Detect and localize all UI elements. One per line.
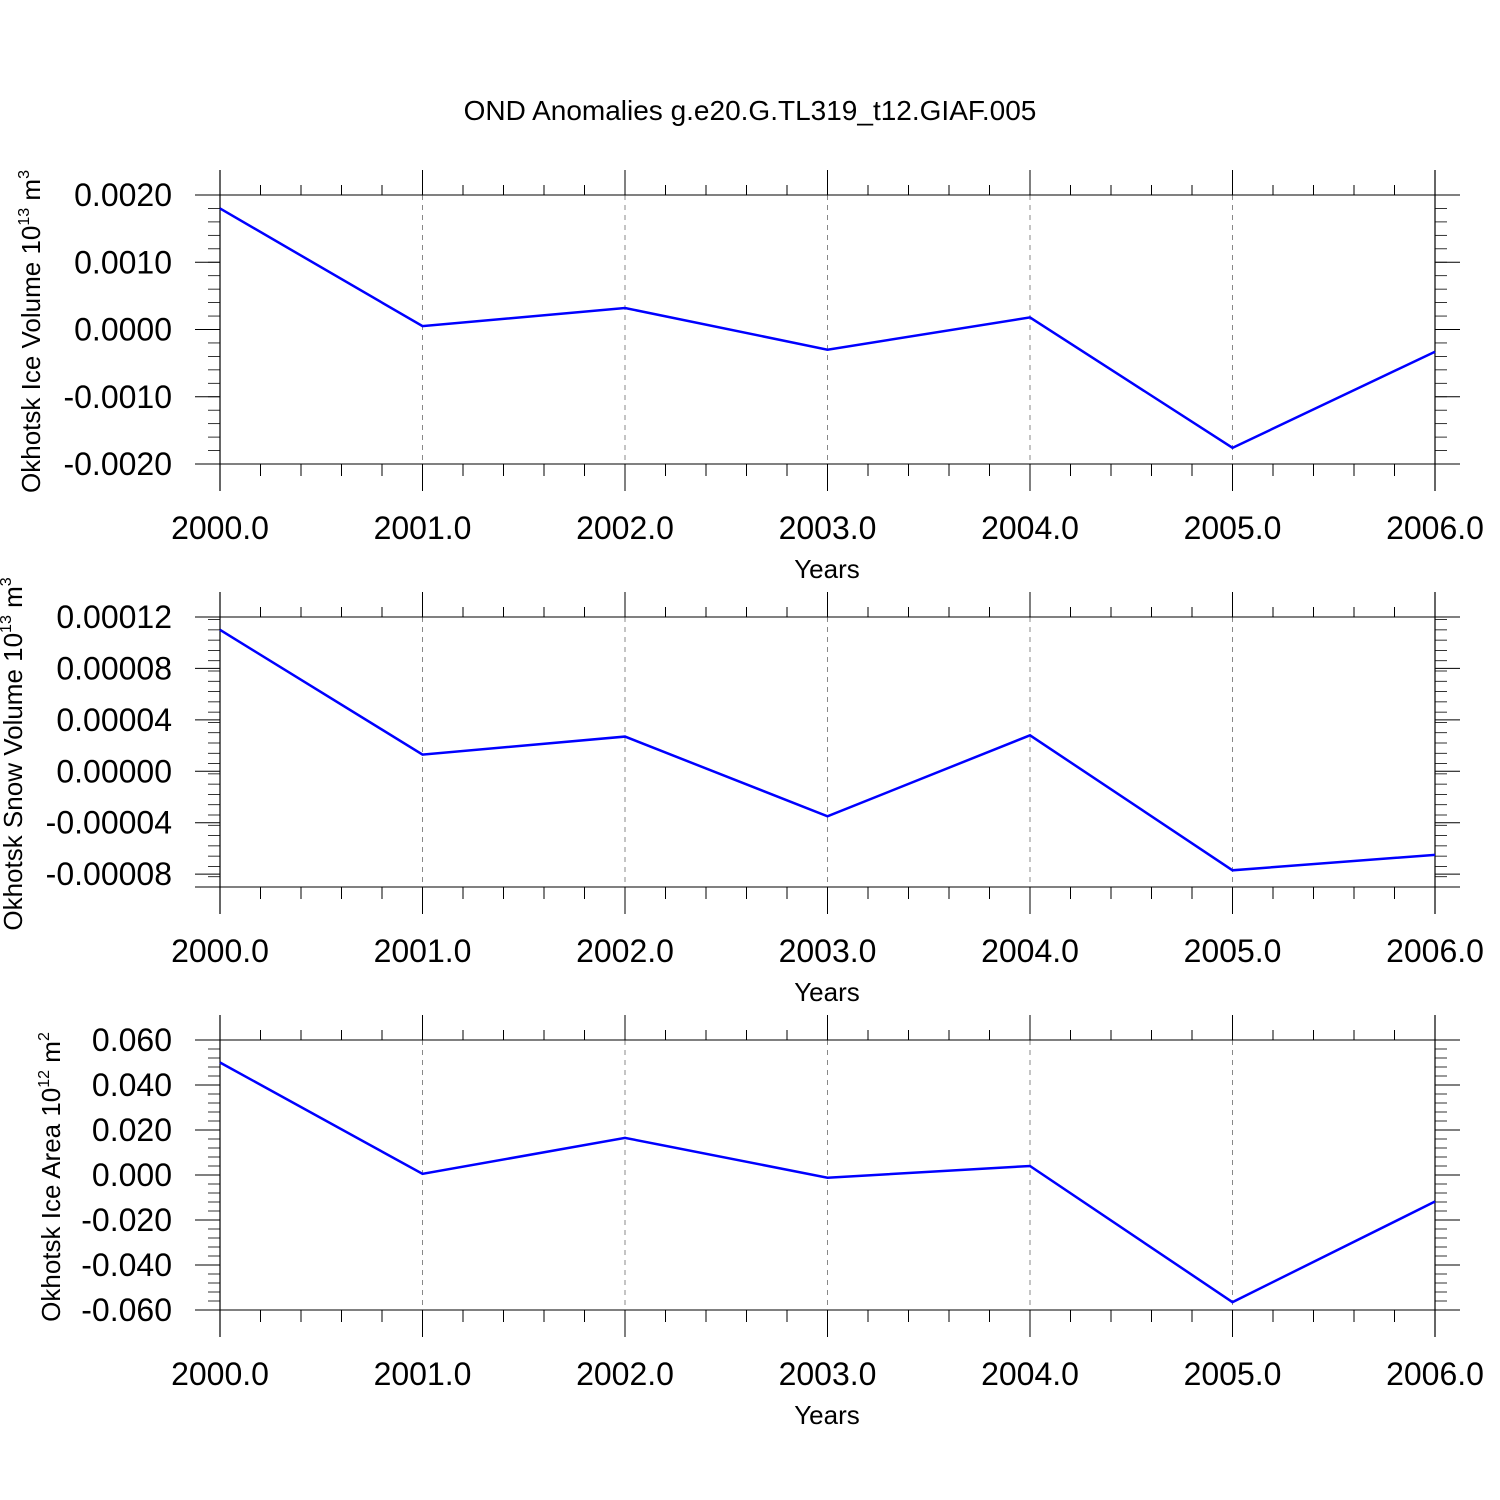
y-tick-label: 0.0000 — [74, 312, 172, 348]
y-tick-label: 0.00004 — [56, 702, 172, 738]
y-axis-label-exp: 13 — [16, 208, 33, 226]
x-tick-label: 2005.0 — [1184, 1356, 1282, 1392]
y-tick-label: -0.00008 — [46, 856, 172, 892]
x-axis-label: Years — [794, 977, 860, 1007]
x-tick-label: 2001.0 — [374, 510, 472, 546]
x-tick-label: 2004.0 — [981, 933, 1079, 969]
y-axis-label: Okhotsk Ice Area 1012 m2 — [36, 1032, 66, 1322]
x-tick-label: 2004.0 — [981, 510, 1079, 546]
y-tick-label: -0.060 — [81, 1292, 172, 1328]
y-tick-label: -0.020 — [81, 1202, 172, 1238]
y-axis-label: Okhotsk Snow Volume 1013 m3 — [0, 577, 28, 930]
figure-title: OND Anomalies g.e20.G.TL319_t12.GIAF.005 — [464, 95, 1037, 126]
y-axis-label-exp: 12 — [36, 1070, 53, 1088]
y-axis-label-exp: 13 — [0, 615, 15, 633]
chart-panel-3: 0.060 0.040 0.020 0.000 -0.020 -0.040 -0.060 20… — [36, 1015, 1484, 1430]
x-tick-label: 2003.0 — [779, 933, 877, 969]
x-tick-label: 2002.0 — [576, 933, 674, 969]
x-tick-label: 2002.0 — [576, 1356, 674, 1392]
y-axis-label: Okhotsk Ice Volume 1013 m3 — [16, 170, 46, 493]
y-axis-label-unit: m — [36, 1041, 66, 1070]
y-tick-label: 0.00012 — [56, 599, 172, 635]
x-tick-label: 2006.0 — [1386, 510, 1484, 546]
y-axis-label-unit-exp: 3 — [0, 577, 15, 586]
y-tick-label: 0.000 — [92, 1157, 172, 1193]
y-axis-label-unit-exp: 3 — [16, 170, 33, 179]
chart-panel-2: 0.00012 0.00008 0.00004 0.00000 -0.00004 -0.0… — [0, 577, 1484, 1007]
x-axis-label: Years — [794, 554, 860, 584]
y-tick-label: 0.060 — [92, 1022, 172, 1058]
chart-panel-1: 0.0020 0.0010 0.0000 -0.0010 -0.0020 2000.0 20… — [16, 170, 1484, 584]
y-tick-label: -0.0020 — [63, 446, 172, 482]
y-tick-label: 0.020 — [92, 1112, 172, 1148]
x-tick-label: 2003.0 — [779, 1356, 877, 1392]
x-tick-label: 2002.0 — [576, 510, 674, 546]
y-tick-label: 0.00000 — [56, 753, 172, 789]
x-tick-label: 2005.0 — [1184, 933, 1282, 969]
y-tick-label: 0.00008 — [56, 650, 172, 686]
y-tick-label: 0.0010 — [74, 244, 172, 280]
x-tick-label: 2001.0 — [374, 933, 472, 969]
y-axis-label-main: Okhotsk Ice Volume 10 — [16, 226, 46, 493]
y-tick-label: -0.00004 — [46, 805, 172, 841]
y-tick-label: -0.0010 — [63, 379, 172, 415]
x-tick-label: 2003.0 — [779, 510, 877, 546]
y-axis-label-unit-exp: 2 — [36, 1032, 53, 1041]
y-tick-label: 0.040 — [92, 1067, 172, 1103]
y-tick-label: -0.040 — [81, 1247, 172, 1283]
x-tick-label: 2005.0 — [1184, 510, 1282, 546]
x-tick-label: 2006.0 — [1386, 933, 1484, 969]
x-tick-label: 2006.0 — [1386, 1356, 1484, 1392]
x-tick-label: 2000.0 — [171, 510, 269, 546]
x-tick-label: 2000.0 — [171, 933, 269, 969]
x-tick-label: 2004.0 — [981, 1356, 1079, 1392]
x-tick-label: 2001.0 — [374, 1356, 472, 1392]
y-axis-label-unit: m — [0, 586, 28, 615]
x-axis-label: Years — [794, 1400, 860, 1430]
x-tick-label: 2000.0 — [171, 1356, 269, 1392]
y-axis-label-main: Okhotsk Snow Volume 10 — [0, 633, 28, 931]
y-axis-label-unit: m — [16, 179, 46, 208]
y-axis-label-main: Okhotsk Ice Area 10 — [36, 1088, 66, 1322]
y-tick-label: 0.0020 — [74, 177, 172, 213]
